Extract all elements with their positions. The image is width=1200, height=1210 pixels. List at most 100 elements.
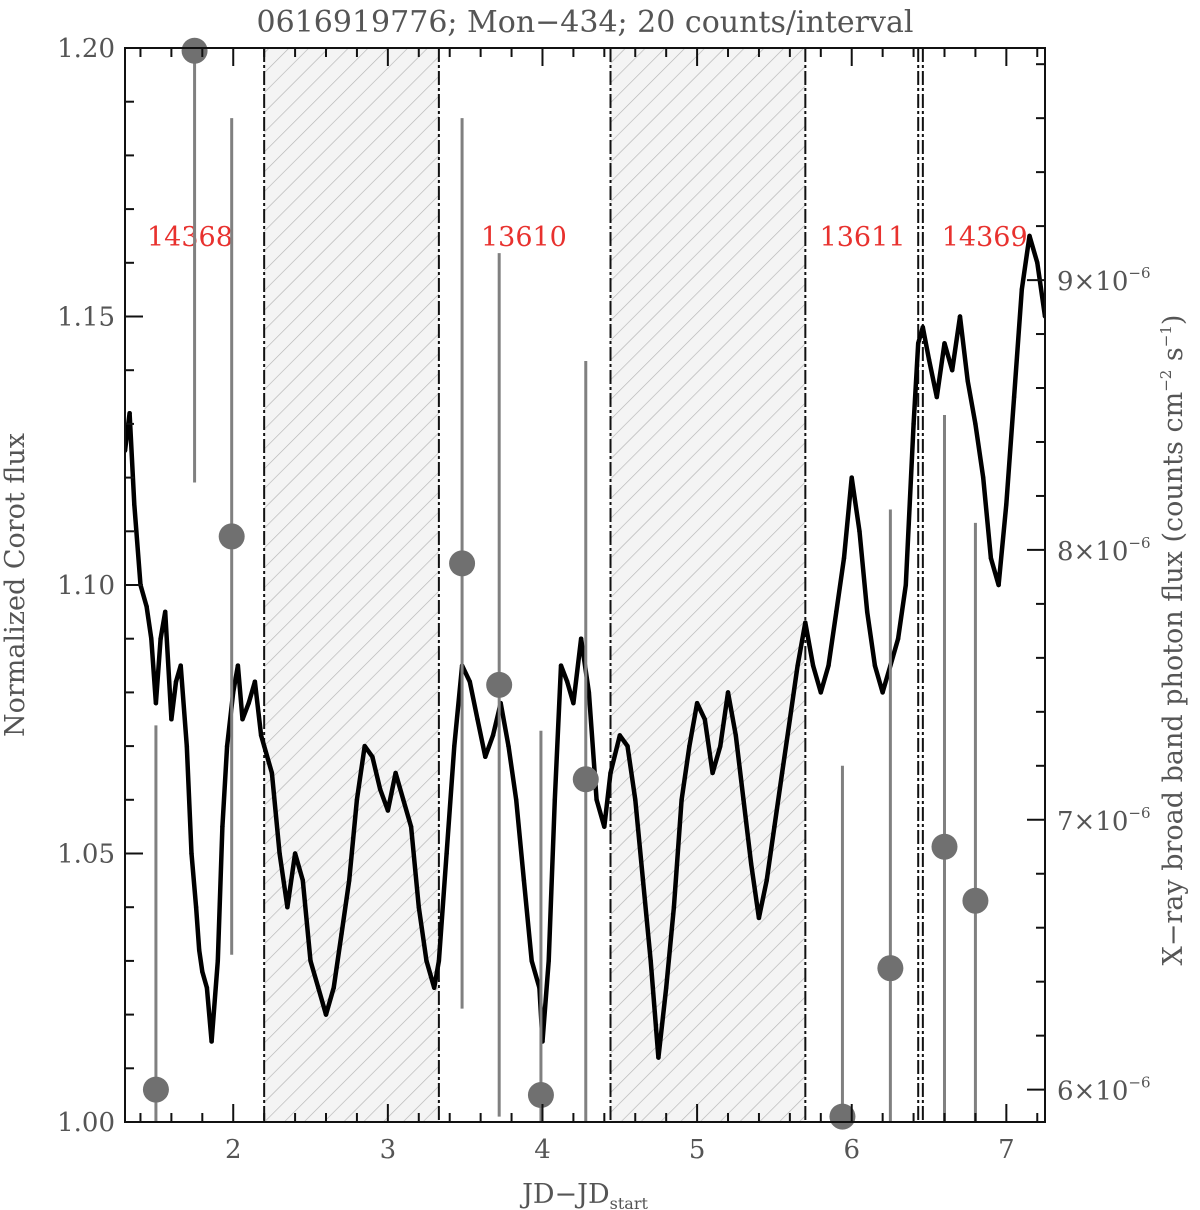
chart-title: 0616919776; Mon−434; 20 counts/interval [257, 5, 914, 40]
light-curve-point [240, 717, 245, 722]
light-curve-point [920, 325, 926, 330]
light-curve-point [452, 743, 457, 749]
light-curve-point [756, 915, 762, 921]
light-curve-point [1011, 394, 1017, 400]
observation-label: 13611 [820, 222, 906, 253]
light-curve-point [702, 717, 708, 722]
light-curve-point [656, 1055, 661, 1060]
y-right-tick-label: 8×10−6 [1057, 534, 1151, 567]
y-right-tick-base: 7×10 [1057, 807, 1128, 837]
light-curve-point [292, 851, 298, 856]
light-curve-point [339, 931, 344, 937]
xray-point [449, 550, 476, 577]
right-y-label-main: X−ray broad band photon flux (counts cm [1158, 392, 1189, 966]
light-curve-point [916, 341, 921, 346]
light-curve-point [988, 555, 994, 561]
light-curve-point [408, 824, 414, 829]
y-right-tick-exp: −6 [1128, 1074, 1150, 1092]
data-gaps [264, 48, 806, 1122]
light-curve-point [475, 717, 480, 722]
light-curve-point [506, 743, 511, 749]
light-curve-point [779, 770, 785, 776]
light-curve-point [127, 410, 132, 416]
light-curve-point [764, 878, 769, 883]
light-curve-point [149, 636, 154, 641]
light-curve-point [513, 797, 519, 802]
light-curve-point [733, 733, 738, 738]
y-right-tick-exp: −6 [1128, 534, 1150, 552]
y-right-tick-base: 9×10 [1057, 267, 1128, 297]
light-curve-point [370, 754, 375, 760]
light-curve-point [169, 717, 174, 722]
light-curve-point [529, 958, 534, 964]
left-y-axis-ticks: 1.00 1.05 1.10 1.15 1.20 [57, 34, 143, 1138]
xray-point [877, 955, 904, 982]
light-curve-point [602, 824, 607, 829]
light-curve-point [331, 985, 336, 990]
light-curve-point [173, 679, 179, 684]
xray-point [142, 1076, 169, 1103]
x-tick-label: 3 [380, 1135, 397, 1165]
xray-point [962, 887, 989, 914]
x-axis-label-sub: start [610, 1194, 649, 1210]
light-curve-point [880, 690, 885, 695]
light-curve-point [200, 969, 205, 974]
observation-labels: 14368 13610 13611 14369 [147, 222, 1028, 253]
xray-point [527, 1082, 554, 1109]
light-curve-point [942, 341, 947, 346]
light-curve-point [810, 663, 816, 668]
light-curve-point [565, 679, 570, 684]
light-curve-point [144, 604, 149, 609]
y-right-tick-label: 6×10−6 [1057, 1074, 1151, 1107]
light-curve-point [362, 743, 367, 749]
light-curve-point [385, 808, 391, 813]
light-curve-point [158, 636, 163, 641]
right-y-label-mid: s [1158, 347, 1189, 369]
gap-region [610, 48, 806, 1122]
observation-label: 14369 [942, 222, 1028, 253]
gap-region [264, 48, 439, 1122]
light-curve-point [694, 700, 700, 706]
light-curve-point [957, 314, 963, 319]
light-curve-point [252, 679, 258, 684]
light-curve-point [246, 700, 251, 706]
xray-point [829, 1103, 856, 1130]
light-curve-point [393, 770, 398, 776]
light-curve-point [189, 851, 194, 856]
light-curve-point [663, 985, 669, 990]
light-curve-point [224, 743, 230, 749]
light-curve-point [235, 663, 241, 668]
y-tick-label: 1.00 [57, 1108, 115, 1138]
light-curve-point [483, 754, 488, 760]
light-curve-point [204, 985, 210, 990]
light-curve-point [552, 797, 558, 802]
light-curve-point [269, 770, 275, 776]
light-curve-point [432, 985, 437, 990]
light-curve-point [826, 663, 831, 668]
y-right-tick-exp: −6 [1128, 264, 1150, 282]
light-curve-point [558, 663, 564, 668]
x-tick-label: 4 [534, 1135, 551, 1165]
light-curve-point [741, 797, 746, 802]
light-curve-point [594, 797, 599, 802]
light-curve-point [834, 609, 839, 615]
xray-flux-points [142, 37, 989, 1130]
light-curve-point [1019, 287, 1025, 292]
light-curve-point [864, 609, 870, 615]
xray-point [486, 671, 513, 698]
light-curve-point [178, 663, 183, 668]
light-curve-point [608, 770, 613, 776]
light-curve-point [640, 878, 646, 883]
x-tick-label: 7 [998, 1135, 1015, 1165]
light-curve-point [132, 502, 137, 507]
right-y-label-exp2: −1 [1157, 325, 1175, 347]
xray-point [218, 523, 245, 550]
x-tick-label: 5 [689, 1135, 706, 1165]
left-y-axis-label: Normalized Corot flux [0, 433, 31, 737]
light-curve-point [795, 663, 800, 668]
y-right-tick-label: 9×10−6 [1057, 264, 1151, 297]
light-curve-point [1027, 233, 1032, 239]
right-y-label-exp1: −2 [1157, 370, 1175, 392]
light-curve-point [436, 958, 442, 964]
light-curve-point [308, 958, 313, 964]
